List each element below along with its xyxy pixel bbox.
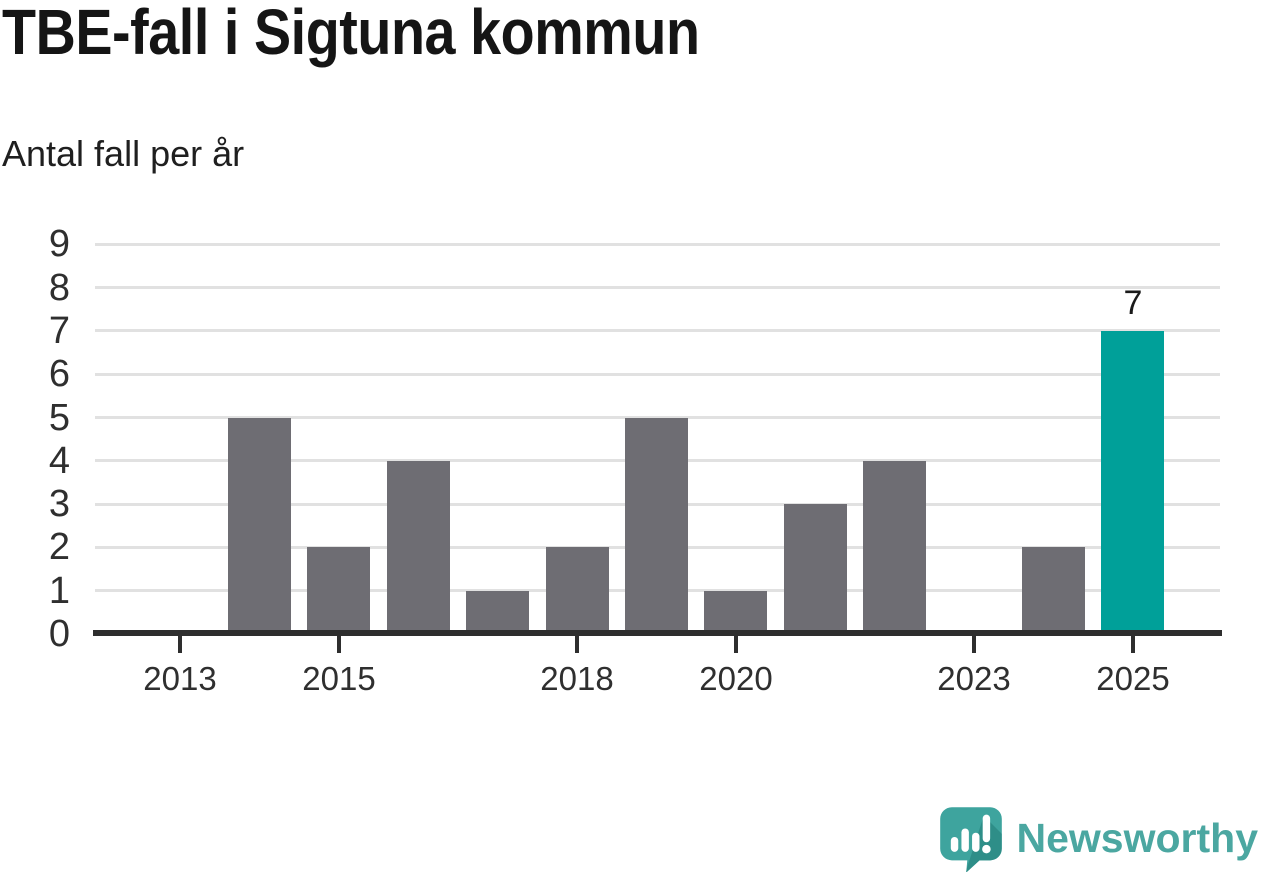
x-axis-label-2015: 2015 — [302, 660, 376, 697]
y-axis-label-7: 7 — [48, 310, 70, 352]
logo-shadow-shape — [965, 815, 1002, 872]
x-axis-tick-2013 — [178, 636, 182, 653]
x-axis-label-2018: 2018 — [540, 660, 614, 697]
bar-2025 — [1101, 331, 1164, 634]
x-axis-tick-2015 — [337, 636, 341, 653]
gridline-y9 — [95, 243, 1220, 246]
chart-title: TBE-fall i Sigtuna kommun — [2, 0, 700, 68]
gridline-y5 — [95, 416, 1220, 419]
logo-minibars-and-exclamation — [950, 814, 991, 854]
x-axis-label-2025: 2025 — [1096, 660, 1170, 697]
x-axis-label-2013: 2013 — [143, 660, 217, 697]
bar-2021 — [784, 504, 847, 634]
bar-2017 — [466, 591, 529, 634]
y-axis-label-3: 3 — [48, 483, 70, 525]
bar-2018 — [546, 547, 609, 634]
x-axis-tick-2018 — [575, 636, 579, 653]
y-axis-label-5: 5 — [48, 397, 70, 439]
bar-2014 — [228, 418, 291, 635]
bar-2024 — [1022, 547, 1085, 634]
bar-2015 — [307, 547, 370, 634]
bar-2019 — [625, 418, 688, 635]
chart-subtitle: Antal fall per år — [2, 133, 245, 174]
y-axis-label-9: 9 — [48, 223, 70, 265]
newsworthy-branding: Newsworthy — [937, 804, 1259, 872]
gridline-y7 — [95, 329, 1220, 332]
y-axis-label-1: 1 — [48, 570, 70, 612]
newsworthy-wordmark: Newsworthy — [1016, 814, 1259, 861]
x-axis-tick-2020 — [734, 636, 738, 653]
y-axis-label-4: 4 — [48, 440, 70, 482]
gridline-y6 — [95, 373, 1220, 376]
y-axis-label-8: 8 — [48, 267, 70, 309]
x-axis-label-2023: 2023 — [937, 660, 1011, 697]
x-axis-tick-2025 — [1131, 636, 1135, 653]
y-axis-label-6: 6 — [48, 353, 70, 395]
newsworthy-logo-icon — [939, 807, 1002, 872]
x-axis-tick-2023 — [972, 636, 976, 653]
bar-2020 — [704, 591, 767, 634]
bar-2022 — [863, 461, 926, 634]
y-axis-label-2: 2 — [48, 526, 70, 568]
x-axis-line — [93, 630, 1222, 636]
bar-value-label-2025: 7 — [1123, 284, 1143, 322]
gridline-y8 — [95, 286, 1220, 289]
y-axis-label-0: 0 — [48, 613, 70, 655]
x-axis-label-2020: 2020 — [699, 660, 773, 697]
bar-2016 — [387, 461, 450, 634]
